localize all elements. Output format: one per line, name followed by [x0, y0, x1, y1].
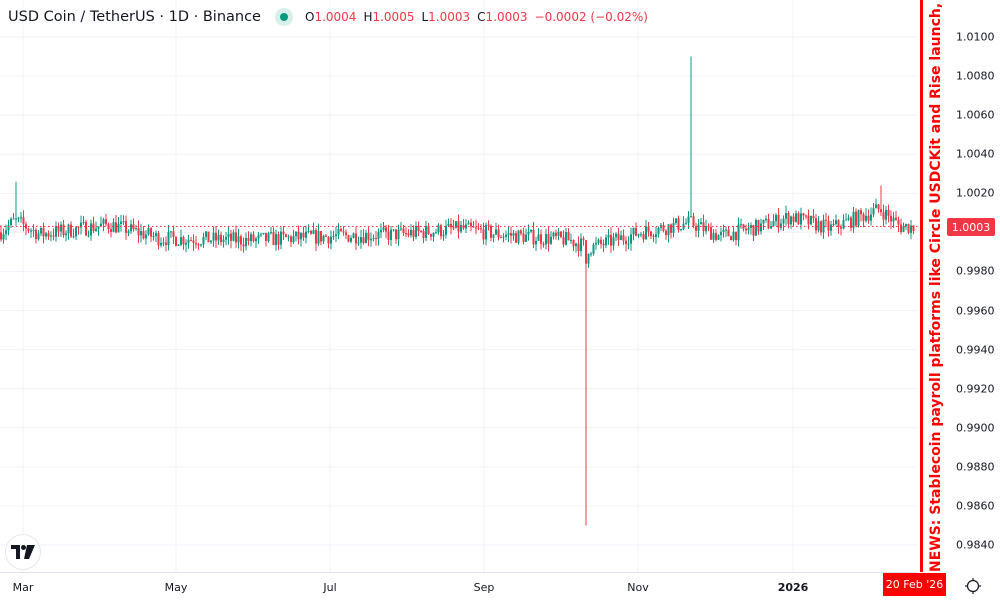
ohlc-values: O1.0004 H1.0005 L1.0003 C1.0003 −0.0002 …	[305, 10, 648, 24]
low-key: L	[421, 10, 429, 24]
y-tick-label: 1.0060	[956, 108, 995, 122]
price-plot[interactable]	[0, 0, 918, 572]
close-value: 1.0003	[485, 10, 528, 24]
y-tick-label: 0.9880	[956, 460, 995, 474]
market-status-icon	[274, 8, 293, 26]
x-tick-label: Jul	[323, 581, 337, 594]
news-banner[interactable]: NEWS: Stablecoin payroll platforms like …	[918, 0, 946, 572]
y-tick-label: 0.9980	[956, 264, 995, 278]
low-value: 1.0003	[428, 10, 471, 24]
price-axis[interactable]: 1.01001.00801.00601.00401.00201.00000.99…	[945, 0, 1000, 572]
last-price-tag: 1.0003	[947, 218, 995, 236]
y-tick-label: 1.0080	[956, 69, 995, 83]
high-value: 1.0005	[372, 10, 415, 24]
change-value: −0.0002 (−0.02%)	[534, 10, 648, 24]
open-key: O	[304, 10, 315, 24]
y-tick-label: 0.9960	[956, 304, 995, 318]
y-tick-label: 0.9900	[956, 421, 995, 435]
symbol-header: USD Coin / TetherUS · 1D · Binance O1.00…	[8, 6, 648, 28]
y-tick-label: 1.0020	[956, 186, 995, 200]
y-tick-label: 0.9940	[956, 343, 995, 357]
news-marker-line	[920, 0, 923, 572]
y-tick-label: 0.9840	[956, 538, 995, 552]
high-key: H	[363, 10, 373, 24]
tradingview-logo-icon[interactable]	[5, 534, 41, 570]
x-tick-label: Mar	[12, 581, 34, 594]
y-tick-label: 1.0040	[956, 147, 995, 161]
time-axis[interactable]: Mar May Jul Sep Nov 2026	[0, 572, 918, 600]
x-tick-label: Sep	[473, 581, 495, 594]
y-tick-label: 0.9920	[956, 382, 995, 396]
y-tick-label: 1.0100	[956, 30, 995, 44]
gear-icon[interactable]	[963, 576, 983, 596]
close-key: C	[477, 10, 486, 24]
open-value: 1.0004	[314, 10, 357, 24]
date-tag: 20 Feb '26	[883, 573, 946, 596]
news-text[interactable]: NEWS: Stablecoin payroll platforms like …	[928, 0, 944, 572]
x-tick-label: Nov	[627, 581, 649, 594]
x-tick-label: May	[164, 581, 188, 594]
x-tick-label: 2026	[777, 581, 809, 594]
symbol-title[interactable]: USD Coin / TetherUS · 1D · Binance	[8, 9, 261, 25]
y-tick-label: 0.9860	[956, 499, 995, 513]
